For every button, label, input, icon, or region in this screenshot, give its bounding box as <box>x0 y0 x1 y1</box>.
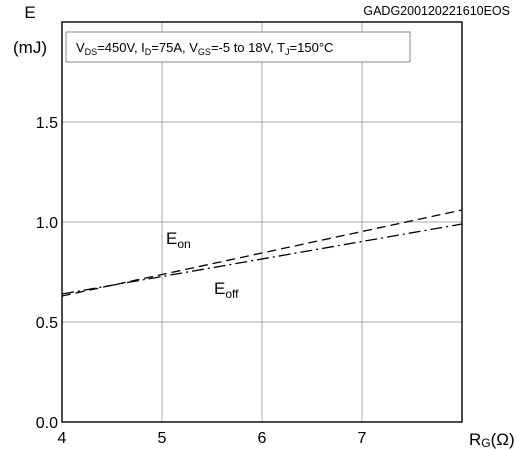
figure-id: GADG200120221610EOS <box>363 4 510 18</box>
y-tick-label: 1.0 <box>36 215 58 232</box>
cond-id-rest: =75A, <box>151 40 189 55</box>
cond-tj-main: T <box>277 40 285 55</box>
cond-tj-rest: =150°C <box>290 40 334 55</box>
x-tick-label: 5 <box>158 430 167 447</box>
x-tick-labels: 4 5 6 7 <box>58 430 367 447</box>
cond-vds-main: V <box>76 40 85 55</box>
cond-tj-sub: J <box>285 47 290 57</box>
x-axis-label: RG(Ω) <box>469 430 515 450</box>
series-line-e-on <box>61 209 463 297</box>
y-axis-label-line1: E <box>24 3 35 22</box>
y-tick-labels: 0.0 0.5 1.0 1.5 <box>36 115 58 432</box>
x-tick-label: 7 <box>358 430 367 447</box>
series-label-eoff-main: E <box>214 279 225 298</box>
conditions-box <box>65 31 411 63</box>
y-axis-label-line2: (mJ) <box>13 38 47 57</box>
y-tick-label: 0.5 <box>36 315 58 332</box>
series-label-eon-main: E <box>166 229 177 248</box>
y-tick-label: 1.5 <box>36 115 58 132</box>
series-label-eoff: Eoff <box>214 279 239 301</box>
x-tick-label: 6 <box>258 430 267 447</box>
series-lines <box>61 209 463 297</box>
grid-lines <box>62 22 462 422</box>
x-axis-label-main: R <box>469 430 481 449</box>
conditions-text: VDS=450V, ID=75A, VGS=-5 to 18V, TJ=150°… <box>76 40 333 57</box>
x-tick-label: 4 <box>58 430 67 447</box>
cond-id-main: I <box>141 40 145 55</box>
series-label-eon-sub: on <box>177 237 190 251</box>
cond-vds-sub: DS <box>85 47 98 57</box>
x-axis-label-sub: G <box>481 436 490 450</box>
series-label-eon: Eon <box>166 229 191 251</box>
plot-frame <box>61 21 463 423</box>
y-tick-label: 0.0 <box>36 415 58 432</box>
series-line-e-off <box>61 223 463 295</box>
cond-vgs-sub: GS <box>198 47 211 57</box>
cond-id-sub: D <box>145 47 152 57</box>
series-label-eoff-sub: off <box>225 287 239 301</box>
cond-vds-rest: =450V, <box>97 40 141 55</box>
x-axis-label-rest: (Ω) <box>491 430 515 449</box>
cond-vgs-main: V <box>189 40 198 55</box>
cond-vgs-rest: =-5 to 18V, <box>211 40 277 55</box>
